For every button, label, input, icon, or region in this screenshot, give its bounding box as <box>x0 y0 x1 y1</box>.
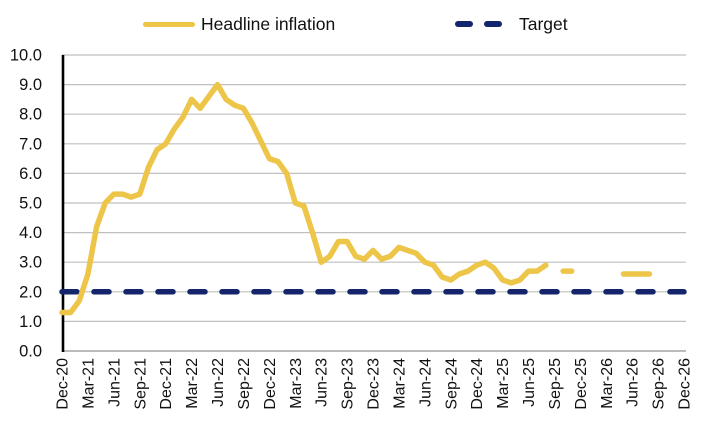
legend-label-target: Target <box>519 13 568 34</box>
x-tick-label: Jun-26 <box>625 358 642 407</box>
y-tick-label: 0.0 <box>19 343 42 361</box>
x-tick-label: Jun-22 <box>210 358 227 407</box>
x-tick-label: Dec-25 <box>573 358 590 410</box>
target-dash-swatch <box>455 21 473 27</box>
headline-line-swatch <box>143 21 195 27</box>
legend-label-headline: Headline inflation <box>201 13 336 34</box>
target-dash-swatch <box>484 21 502 27</box>
x-tick-label: Sep-23 <box>340 358 357 410</box>
y-tick-label: 6.0 <box>19 165 42 183</box>
y-tick-label: 7.0 <box>19 135 42 153</box>
x-tick-label: Sep-24 <box>443 358 460 410</box>
x-tick-label: Mar-24 <box>391 358 408 409</box>
y-tick-label: 10.0 <box>10 47 42 65</box>
x-tick-label: Sep-26 <box>651 358 668 410</box>
x-tick-label: Dec-22 <box>262 358 279 410</box>
legend-item-target: Target <box>455 12 568 36</box>
y-tick-label: 3.0 <box>19 254 42 272</box>
x-tick-label: Mar-23 <box>288 358 305 409</box>
x-tick-label: Dec-24 <box>469 358 486 410</box>
chart-legend: Headline inflation Target <box>0 12 707 36</box>
x-tick-label: Dec-26 <box>677 358 694 410</box>
x-tick-label: Jun-21 <box>106 358 123 407</box>
x-tick-label: Sep-25 <box>547 358 564 410</box>
y-tick-label: 1.0 <box>19 313 42 331</box>
y-tick-label: 2.0 <box>19 283 42 301</box>
x-tick-label: Jun-25 <box>521 358 538 407</box>
x-tick-label: Jun-23 <box>314 358 331 407</box>
x-tick-label: Dec-20 <box>55 358 72 410</box>
x-tick-label: Sep-21 <box>132 358 149 410</box>
x-tick-label: Sep-22 <box>236 358 253 410</box>
x-tick-label: Mar-25 <box>495 358 512 409</box>
legend-item-headline: Headline inflation <box>143 12 335 36</box>
headline-line <box>59 81 549 316</box>
x-tick-label: Dec-21 <box>158 358 175 410</box>
y-tick-label: 4.0 <box>19 224 42 242</box>
y-tick-label: 9.0 <box>19 76 42 94</box>
x-tick-label: Mar-21 <box>80 358 97 409</box>
x-tick-label: Mar-22 <box>184 358 201 409</box>
y-tick-label: 8.0 <box>19 106 42 124</box>
y-tick-label: 5.0 <box>19 195 42 213</box>
x-tick-label: Dec-23 <box>366 358 383 410</box>
x-tick-label: Jun-24 <box>417 358 434 407</box>
x-tick-label: Mar-26 <box>599 358 616 409</box>
